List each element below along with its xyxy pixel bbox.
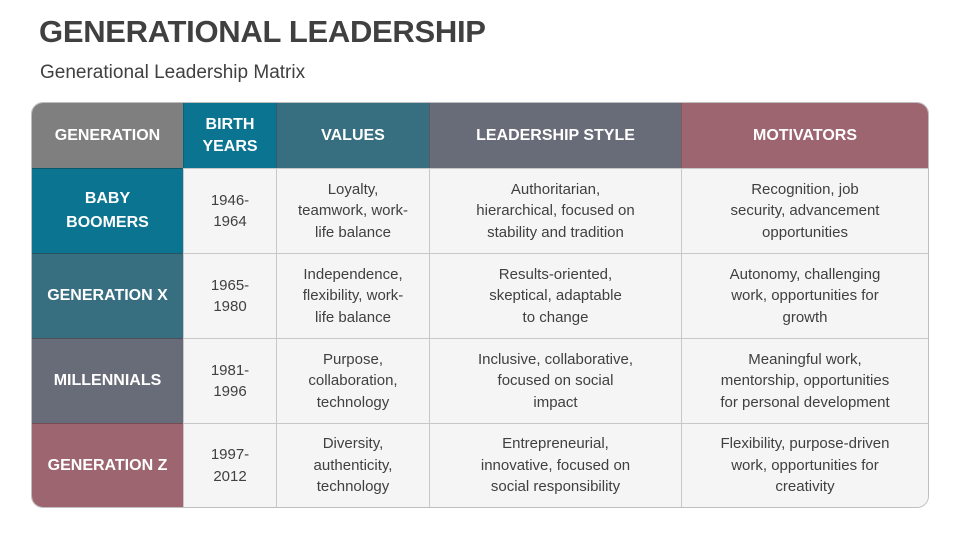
cell-leadership-style: Authoritarian, hierarchical, focused on … [429,168,681,253]
cell-leadership-style: Results-oriented, skeptical, adaptable t… [429,253,681,338]
column-header-values: VALUES [276,103,429,168]
cell-motivators: Recognition, job security, advancement o… [681,168,928,253]
column-header-generation: GENERATION [32,103,183,168]
page-title: GENERATIONAL LEADERSHIP [39,14,486,49]
cell-leadership-style: Entrepreneurial, innovative, focused on … [429,423,681,507]
generational-leadership-matrix: GENERATION BIRTH YEARS VALUES LEADERSHIP… [31,102,929,508]
row-label-baby-boomers: BABY BOOMERS [32,168,183,253]
cell-values: Diversity, authenticity, technology [276,423,429,507]
cell-leadership-style: Inclusive, collaborative, focused on soc… [429,338,681,423]
cell-birth-years: 1997- 2012 [183,423,276,507]
cell-motivators: Meaningful work, mentorship, opportuniti… [681,338,928,423]
cell-values: Independence, flexibility, work- life ba… [276,253,429,338]
cell-values: Loyalty, teamwork, work- life balance [276,168,429,253]
cell-birth-years: 1965- 1980 [183,253,276,338]
row-label-millennials: MILLENNIALS [32,338,183,423]
row-label-generation-z: GENERATION Z [32,423,183,507]
page-subtitle: Generational Leadership Matrix [40,62,306,83]
row-label-generation-x: GENERATION X [32,253,183,338]
cell-birth-years: 1946- 1964 [183,168,276,253]
column-header-leadership-style: LEADERSHIP STYLE [429,103,681,168]
column-header-birth-years: BIRTH YEARS [183,103,276,168]
cell-motivators: Autonomy, challenging work, opportunitie… [681,253,928,338]
cell-motivators: Flexibility, purpose-driven work, opport… [681,423,928,507]
cell-values: Purpose, collaboration, technology [276,338,429,423]
column-header-motivators: MOTIVATORS [681,103,928,168]
cell-birth-years: 1981- 1996 [183,338,276,423]
